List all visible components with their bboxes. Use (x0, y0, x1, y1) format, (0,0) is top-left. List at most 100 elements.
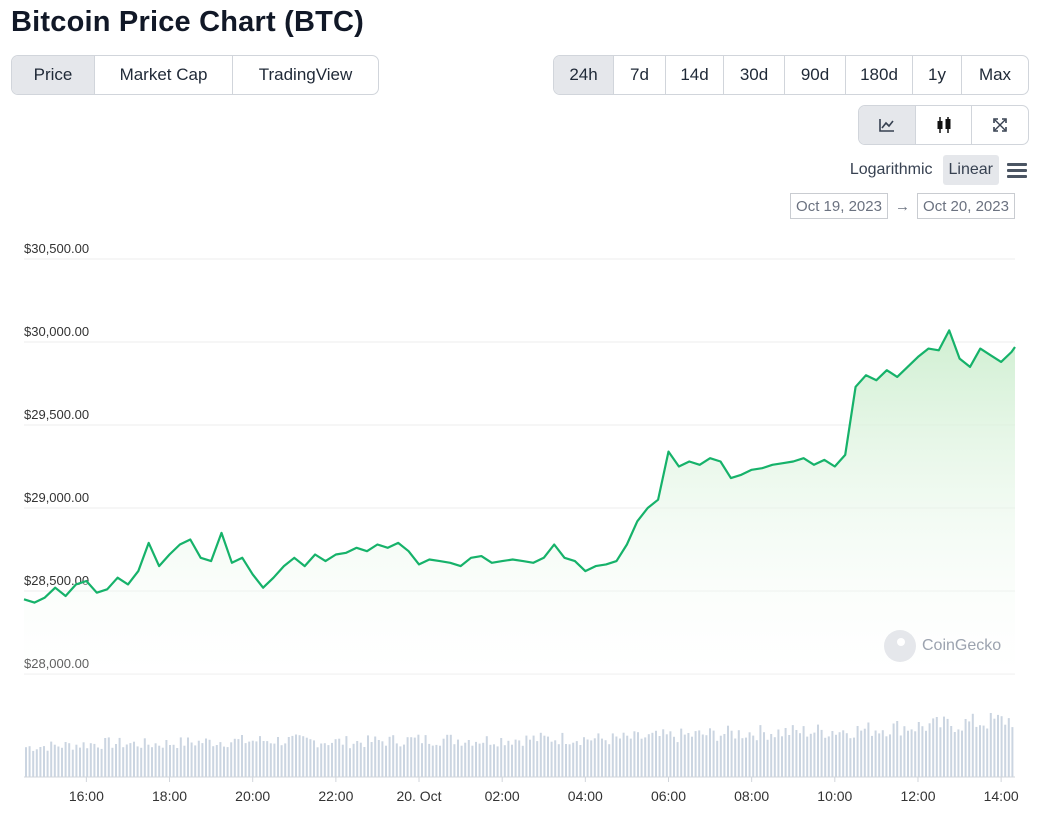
fullscreen-button[interactable] (972, 106, 1028, 144)
volume-bar (939, 727, 942, 777)
volume-bar (61, 747, 63, 777)
volume-bar (727, 725, 729, 777)
scale-linear[interactable]: Linear (942, 155, 999, 185)
volume-bar (25, 747, 27, 777)
range-90d[interactable]: 90d (785, 56, 846, 94)
volume-bar (82, 742, 85, 777)
range-14d[interactable]: 14d (666, 56, 724, 94)
volume-bar (622, 732, 625, 777)
volume-bar (518, 740, 521, 777)
tab-price[interactable]: Price (12, 56, 95, 94)
date-to-input[interactable] (917, 193, 1015, 219)
volume-bar (151, 747, 153, 777)
volume-bar (259, 736, 261, 777)
volume-bar (187, 737, 189, 777)
volume-bar (28, 746, 31, 777)
volume-bar (788, 735, 791, 777)
volume-bar (932, 718, 935, 777)
volume-bar (381, 741, 384, 777)
volume-bar (687, 733, 690, 777)
range-24h[interactable]: 24h (554, 56, 614, 94)
volume-bar (197, 740, 200, 777)
scale-selector: Logarithmic Linear (840, 155, 1027, 185)
volume-bar (964, 719, 967, 777)
line-chart-button[interactable] (859, 106, 916, 144)
range-max[interactable]: Max (978, 65, 1012, 84)
volume-bar (968, 721, 971, 777)
volume-bar (845, 733, 848, 777)
volume-bar (208, 739, 211, 777)
candlestick-button[interactable] (916, 106, 972, 144)
volume-bar (442, 738, 445, 777)
tab-tradingview[interactable]: TradingView (258, 65, 353, 84)
volume-bar (802, 726, 805, 777)
range-1y[interactable]: 1y (913, 56, 962, 94)
volume-bar (971, 713, 974, 777)
volume-bar (849, 738, 852, 777)
volume-bar (554, 740, 557, 777)
volume-bar (431, 745, 434, 777)
volume-bar (1011, 727, 1014, 777)
volume-bar (190, 742, 193, 777)
volume-bar (32, 750, 35, 777)
volume-bar (75, 744, 78, 777)
volume-bar (957, 729, 960, 777)
price-line (23, 329, 1016, 604)
volume-bar (871, 735, 873, 777)
volume-bar (338, 738, 341, 777)
y-tick-label: $30,500.00 (24, 241, 89, 256)
volume-bar (536, 741, 539, 777)
volume-bar (752, 735, 755, 777)
volume-bar (741, 738, 744, 777)
volume-bar (961, 730, 963, 777)
volume-bar (223, 746, 225, 777)
tab-market-cap[interactable]: Market Cap (95, 56, 233, 94)
volume-bar (320, 743, 323, 777)
volume-bar (975, 726, 978, 777)
price-chart[interactable]: $30,500.00 $30,000.00 $29,500.00 $29,000.00… (0, 240, 1045, 810)
volume-bar (795, 730, 798, 777)
range-7d[interactable]: 7d (614, 56, 666, 94)
volume-bar (539, 732, 542, 777)
volume-bar (856, 726, 859, 777)
volume-bar (435, 744, 438, 777)
volume-bar (280, 745, 283, 777)
volume-bar (705, 735, 708, 777)
volume-bar (93, 743, 96, 777)
view-tabs: Price Market Cap TradingView (11, 55, 379, 95)
volume-bar (579, 745, 582, 777)
volume-bar (583, 737, 585, 777)
volume-bar (997, 714, 999, 777)
volume-bar (572, 742, 575, 777)
volume-bar (449, 734, 452, 777)
range-30d[interactable]: 30d (724, 56, 785, 94)
volume-bar (892, 723, 895, 777)
watermark-text: CoinGecko (922, 637, 1002, 654)
volume-bar (226, 747, 229, 777)
volume-bar (251, 740, 254, 777)
volume-bar (97, 747, 99, 777)
scale-logarithmic[interactable]: Logarithmic (849, 161, 933, 178)
volume-bar (115, 744, 117, 777)
volume-bar (514, 739, 517, 777)
volume-bar (201, 743, 204, 777)
volume-bar (39, 747, 42, 777)
volume-bar (457, 739, 459, 777)
volume-bar (421, 743, 423, 777)
volume-bar (723, 734, 726, 777)
range-180d[interactable]: 180d (846, 56, 913, 94)
volume-bar (169, 745, 171, 777)
volume-bar (565, 744, 567, 777)
volume-bar (71, 749, 74, 777)
volume-bar (575, 741, 578, 777)
volume-bar (989, 713, 992, 777)
volume-bar (475, 741, 477, 777)
volume-bar (284, 743, 287, 777)
volume-bar (50, 741, 53, 777)
menu-icon[interactable] (1007, 160, 1027, 181)
date-from-input[interactable] (790, 193, 888, 219)
volume-bar (770, 734, 773, 777)
volume-bar (611, 733, 614, 777)
volume-bar (781, 736, 783, 777)
volume-bar (529, 739, 531, 777)
